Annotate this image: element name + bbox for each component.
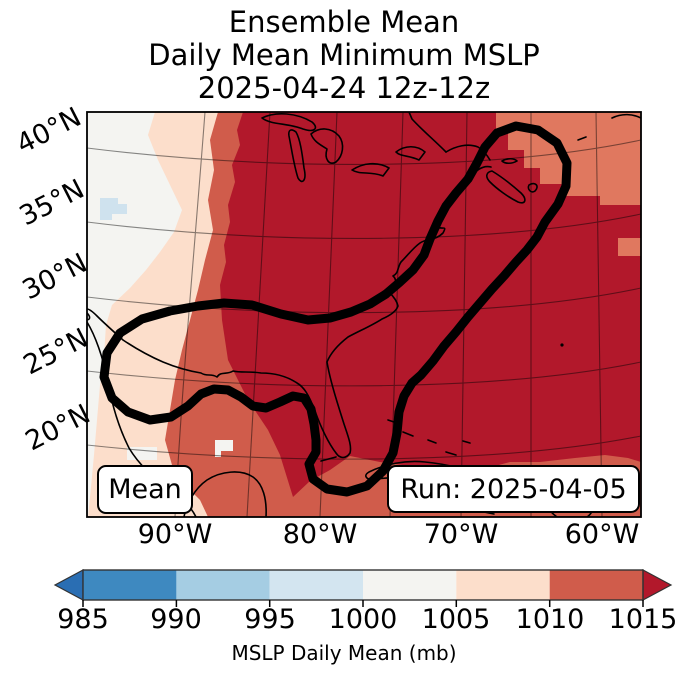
colorbar-segment-4 — [363, 570, 457, 600]
map-frame — [86, 111, 642, 518]
colorbar-over-arrow — [642, 568, 673, 602]
mean-label: Mean — [108, 474, 182, 505]
colorbar-segment-1 — [83, 570, 177, 600]
title-line-1: Ensemble Mean — [228, 5, 460, 39]
chart-title: Ensemble Mean Daily Mean Minimum MSLP 20… — [0, 6, 688, 105]
cb-tick-990: 990 — [150, 604, 202, 635]
colorbar-segment-6 — [549, 570, 643, 600]
lon-tick-80w: 80°W — [282, 519, 358, 550]
title-line-3: 2025-04-24 12z-12z — [197, 71, 491, 105]
fill-band-1010-1015 — [87, 112, 641, 517]
lon-tick-70w: 70°W — [423, 519, 499, 550]
colorbar — [53, 568, 673, 607]
fill-band-northeast-strip — [618, 238, 641, 256]
graticule — [87, 112, 641, 517]
cb-tick-985: 985 — [57, 604, 109, 635]
cb-tick-1010: 1010 — [515, 604, 585, 635]
title-line-2: Daily Mean Minimum MSLP — [148, 38, 540, 72]
cb-tick-1000: 1000 — [328, 604, 398, 635]
run-date-label: Run: 2025-04-05 — [400, 473, 627, 505]
colorbar-caption: MSLP Daily Mean (mb) — [231, 641, 457, 665]
colorbar-segment-5 — [456, 570, 550, 600]
cb-tick-1005: 1005 — [421, 604, 491, 635]
colorbar-segment-2 — [176, 570, 270, 600]
run-date-box: Run: 2025-04-05 — [387, 465, 640, 513]
cb-tick-1015: 1015 — [608, 604, 678, 635]
mean-label-box: Mean — [97, 465, 193, 514]
colorbar-ticks — [82, 600, 644, 607]
colorbar-under-arrow — [53, 568, 84, 602]
lon-tick-60w: 60°W — [564, 519, 640, 550]
cb-tick-995: 995 — [244, 604, 296, 635]
colorbar-segment-3 — [269, 570, 363, 600]
fill-band-995-1000 — [100, 198, 127, 220]
lon-tick-90w: 90°W — [137, 519, 213, 550]
highlight-contour — [99, 121, 572, 497]
fill-notch-white-2 — [215, 440, 233, 457]
